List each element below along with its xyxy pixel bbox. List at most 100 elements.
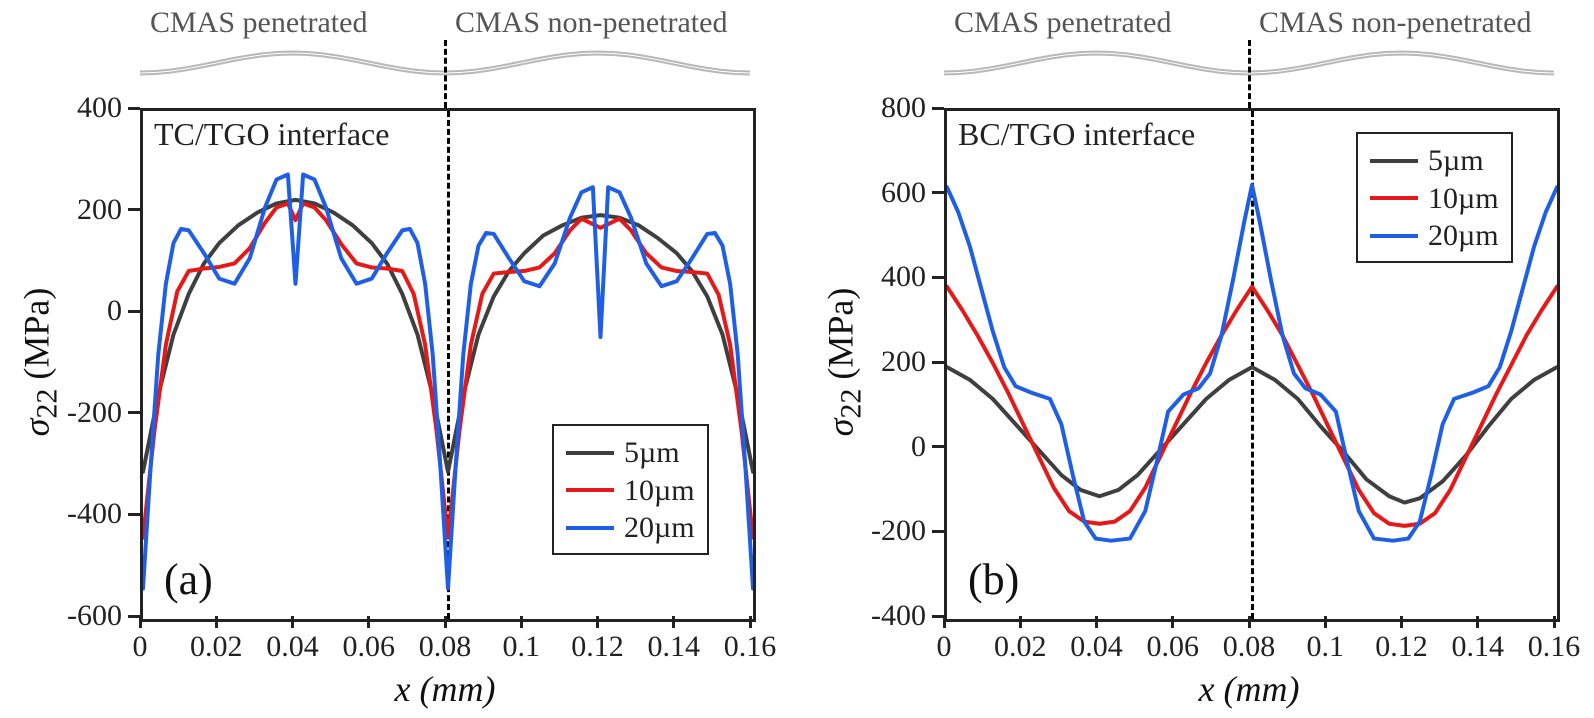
x-tick xyxy=(1400,616,1403,628)
x-tick xyxy=(596,616,599,628)
header-right-label: CMAS non-penetrated xyxy=(1259,6,1531,40)
y-tick-label: 200 xyxy=(881,345,926,379)
y-tick-label: 400 xyxy=(77,91,122,125)
divider-line-ext xyxy=(444,40,447,108)
x-tick-label: 0.14 xyxy=(648,630,701,664)
x-tick xyxy=(139,616,142,628)
y-tick-label: 400 xyxy=(881,260,926,294)
y-tick-label: -400 xyxy=(67,497,122,531)
x-tick xyxy=(672,616,675,628)
interface-label: TC/TGO interface xyxy=(154,116,389,153)
y-tick-label: 800 xyxy=(881,91,926,125)
panel-b: CMAS penetrated CMAS non-penetrated 0 0.02 0… xyxy=(804,0,1594,718)
header-left-label: CMAS penetrated xyxy=(954,6,1171,40)
y-tick-label: 0 xyxy=(107,294,122,328)
divider-line-ext xyxy=(1248,40,1251,108)
legend-swatch xyxy=(1370,234,1418,238)
legend: 5µm10µm20µm xyxy=(552,424,709,555)
legend-item: 5µm xyxy=(1370,142,1499,180)
legend-swatch xyxy=(566,488,614,492)
y-tick xyxy=(932,107,944,110)
legend-swatch xyxy=(566,526,614,530)
x-tick xyxy=(520,616,523,628)
x-tick xyxy=(1553,616,1556,628)
x-tick-label: 0.16 xyxy=(724,630,777,664)
x-tick-label: 0.06 xyxy=(1147,630,1200,664)
y-tick xyxy=(128,615,140,618)
y-tick-label: -200 xyxy=(67,396,122,430)
x-tick xyxy=(1171,616,1174,628)
y-tick xyxy=(932,530,944,533)
x-tick xyxy=(749,616,752,628)
x-tick xyxy=(444,616,447,628)
x-tick-label: 0.06 xyxy=(343,630,396,664)
legend-label: 5µm xyxy=(624,434,680,472)
legend-item: 20µm xyxy=(566,509,695,547)
y-tick xyxy=(128,411,140,414)
legend-label: 20µm xyxy=(1428,217,1499,255)
y-tick-label: -200 xyxy=(871,514,926,548)
x-tick xyxy=(1248,616,1251,628)
series-10µm xyxy=(947,287,1557,526)
x-tick-label: 0.08 xyxy=(1223,630,1276,664)
header-left-label: CMAS penetrated xyxy=(150,6,367,40)
legend-item: 5µm xyxy=(566,434,695,472)
y-tick-label: 600 xyxy=(881,176,926,210)
x-tick-label: 0 xyxy=(133,630,148,664)
x-tick-label: 0 xyxy=(937,630,952,664)
y-tick xyxy=(932,276,944,279)
x-tick xyxy=(215,616,218,628)
legend-swatch xyxy=(566,451,614,455)
x-tick-label: 0.12 xyxy=(1375,630,1428,664)
y-tick-label: 200 xyxy=(77,193,122,227)
x-tick-label: 0.08 xyxy=(419,630,472,664)
y-axis-title: σ22 (MPa) xyxy=(15,288,64,437)
x-tick-label: 0.1 xyxy=(1307,630,1345,664)
legend-swatch xyxy=(1370,196,1418,200)
y-tick-label: -600 xyxy=(67,599,122,633)
panel-letter: (b) xyxy=(968,554,1019,605)
x-tick xyxy=(1324,616,1327,628)
y-tick xyxy=(128,310,140,313)
legend-label: 10µm xyxy=(1428,180,1499,218)
panel-a: CMAS penetrated CMAS non-penetrated 0 0.02 0… xyxy=(0,0,790,718)
y-tick xyxy=(932,361,944,364)
y-tick-label: -400 xyxy=(871,599,926,633)
x-tick xyxy=(943,616,946,628)
x-tick-label: 0.16 xyxy=(1528,630,1581,664)
x-tick xyxy=(1476,616,1479,628)
y-tick xyxy=(932,445,944,448)
y-tick xyxy=(932,615,944,618)
y-axis-title: σ22 (MPa) xyxy=(819,288,868,437)
x-tick-label: 0.14 xyxy=(1452,630,1505,664)
y-tick xyxy=(932,191,944,194)
x-tick-label: 0.02 xyxy=(994,630,1047,664)
legend-item: 10µm xyxy=(566,472,695,510)
x-tick-label: 0.04 xyxy=(1070,630,1123,664)
interface-label: BC/TGO interface xyxy=(958,116,1195,153)
header-right-label: CMAS non-penetrated xyxy=(455,6,727,40)
legend-item: 20µm xyxy=(1370,217,1499,255)
x-axis-title: x (mm) xyxy=(1199,668,1300,710)
figure-container: CMAS penetrated CMAS non-penetrated 0 0.02 0… xyxy=(0,0,1594,718)
x-tick-label: 0.04 xyxy=(266,630,319,664)
legend: 5µm10µm20µm xyxy=(1356,132,1513,263)
legend-label: 20µm xyxy=(624,509,695,547)
legend-label: 5µm xyxy=(1428,142,1484,180)
legend-swatch xyxy=(1370,159,1418,163)
panel-letter: (a) xyxy=(164,554,213,605)
x-axis-title: x (mm) xyxy=(395,668,496,710)
x-tick-label: 0.02 xyxy=(190,630,243,664)
series-5µm xyxy=(947,367,1557,502)
x-tick-label: 0.12 xyxy=(571,630,624,664)
x-tick xyxy=(1095,616,1098,628)
x-tick xyxy=(367,616,370,628)
y-tick xyxy=(128,107,140,110)
legend-item: 10µm xyxy=(1370,180,1499,218)
x-tick xyxy=(291,616,294,628)
x-tick xyxy=(1019,616,1022,628)
y-tick xyxy=(128,513,140,516)
x-tick-label: 0.1 xyxy=(503,630,541,664)
y-tick xyxy=(128,208,140,211)
legend-label: 10µm xyxy=(624,472,695,510)
